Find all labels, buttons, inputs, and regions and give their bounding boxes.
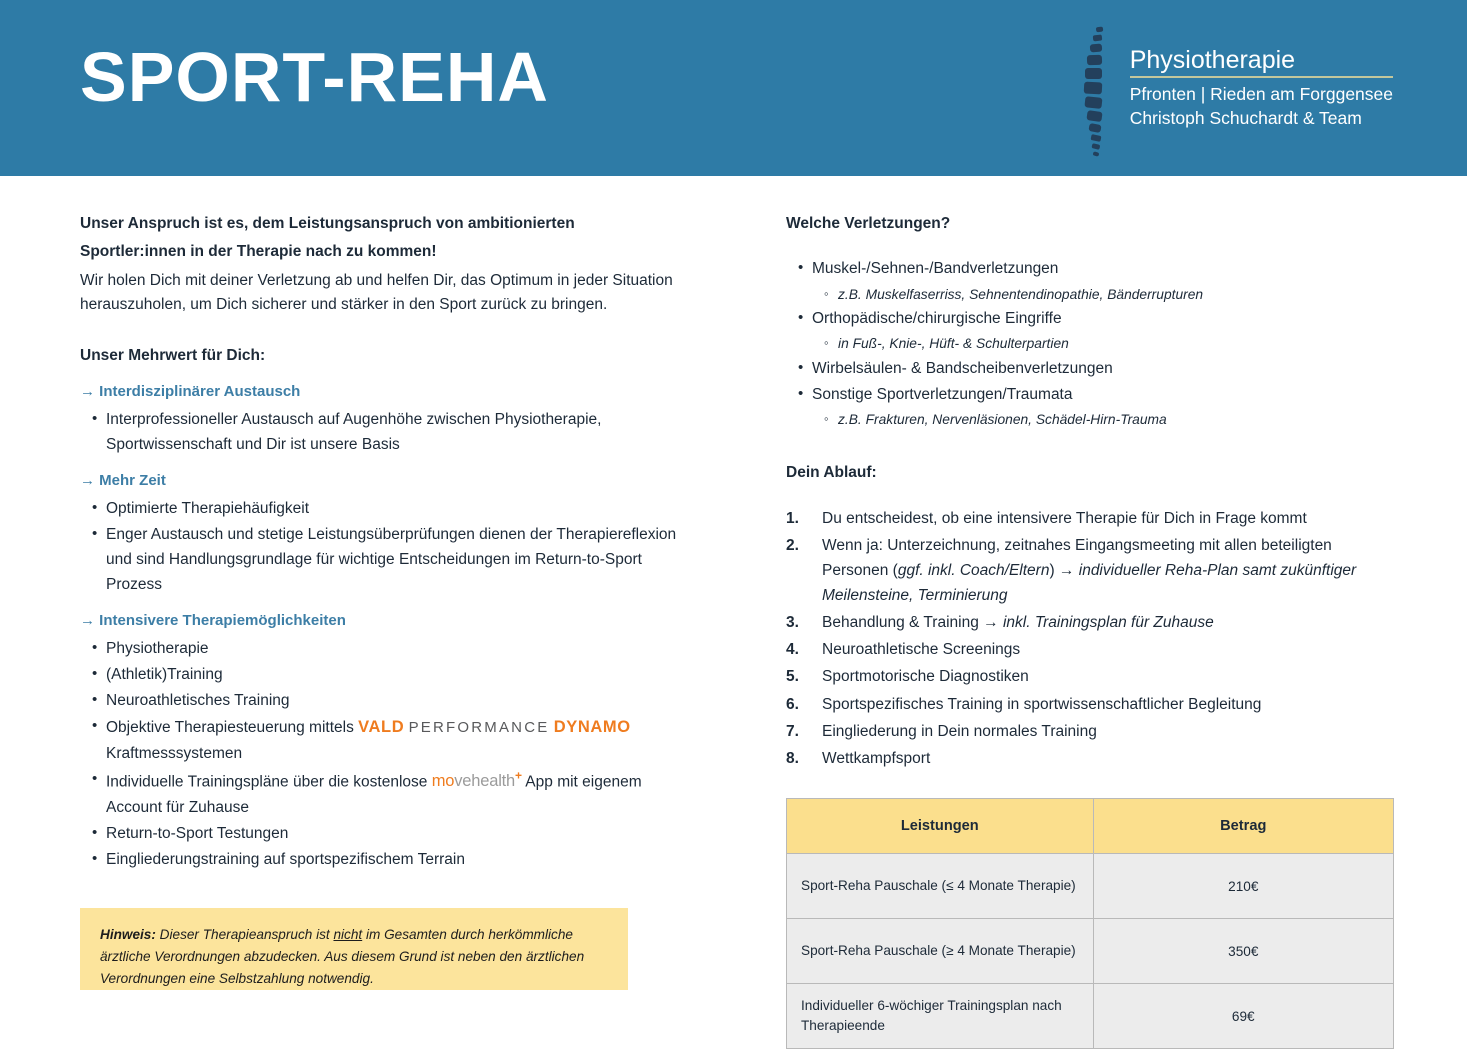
table-row: Sport-Reha Pauschale (≤ 4 Monate Therapi… — [786, 853, 1395, 919]
hinweis-text-before: Dieser Therapieanspruch ist — [155, 927, 334, 942]
group-list-intensivere-therapiemoeglichkeiten: Physiotherapie (Athletik)Training Neuroa… — [80, 636, 680, 873]
column-header-leistungen: Leistungen — [786, 798, 1094, 854]
injuries-list: Muskel-/Sehnen-/Bandverletzungen z.B. Mu… — [786, 256, 1401, 431]
step-item: Wenn ja: Unterzeichnung, zeitnahes Einga… — [786, 533, 1401, 608]
group-list-mehr-zeit: Optimierte Therapiehäufigkeit Enger Aust… — [80, 496, 680, 597]
spacer — [786, 773, 1401, 799]
list-subitem: z.B. Frakturen, Nervenläsionen, Schädel-… — [824, 408, 1401, 431]
list-item-vald: Objektive Therapiesteuerung mittels VALD… — [92, 714, 680, 766]
list-subitem: z.B. Muskelfaserriss, Sehnentendinopathi… — [824, 283, 1401, 306]
ablauf-heading: Dein Ablauf: — [786, 464, 877, 482]
logo-title: Physiotherapie — [1129, 46, 1296, 74]
practice-logo: Physiotherapie Pfronten | Rieden am Forg… — [1076, 25, 1393, 157]
hinweis-label: Hinweis: — [100, 927, 156, 942]
list-subitem: in Fuß-, Knie-, Hüft- & Schulterpartien — [824, 332, 1401, 355]
ablauf-steps-list: Du entscheidest, ob eine intensivere The… — [786, 506, 1401, 771]
step-item: Behandlung & Training → inkl. Trainingsp… — [786, 610, 1401, 635]
step-item: Sportmotorische Diagnostiken — [786, 664, 1029, 689]
injuries-heading: Welche Verletzungen? — [786, 215, 951, 232]
spacer — [786, 490, 1401, 506]
hinweis-underlined: nicht — [333, 927, 363, 942]
cell-betrag: 69€ — [1092, 983, 1395, 1049]
step-item: Du entscheidest, ob eine intensivere The… — [786, 506, 1307, 531]
spacer — [80, 318, 680, 344]
mehrwert-heading: Unser Mehrwert für Dich: — [80, 346, 266, 364]
movehealth-item-suffix: App mit eigenem Account für Zuhause — [106, 773, 642, 816]
step-item: Eingliederung in Dein normales Training — [786, 719, 1097, 744]
list-item: Physiotherapie — [92, 636, 680, 661]
list-item: Optimierte Therapiehäufigkeit — [92, 496, 680, 521]
vald-item-prefix: Objektive Therapiesteuerung mittels — [106, 718, 359, 736]
cell-leistung: Sport-Reha Pauschale (≥ 4 Monate Therapi… — [786, 918, 1094, 984]
logo-owner: Christoph Schuchardt & Team — [1129, 107, 1362, 128]
table-row: Individueller 6-wöchiger Trainingsplan n… — [786, 983, 1395, 1049]
hinweis-note-box: Hinweis: Dieser Therapieanspruch ist nic… — [80, 908, 628, 990]
step-italic: ggf. inkl. Coach/Eltern — [897, 561, 1050, 579]
table-row: Sport-Reha Pauschale (≥ 4 Monate Therapi… — [786, 918, 1395, 984]
hinweis-note-text: Hinweis: Dieser Therapieanspruch ist nic… — [100, 924, 608, 990]
list-item: (Athletik)Training — [92, 662, 680, 687]
vald-performance-brand: PERFORMANCE — [408, 718, 550, 736]
price-table: Leistungen Betrag Sport-Reha Pauschale (… — [786, 798, 1395, 1049]
group-heading-interdisziplinaerer-austausch: → Interdisziplinärer Austausch — [80, 383, 301, 401]
header-banner: SPORT-REHA Physiotherapie Pfronten | R — [0, 0, 1467, 176]
list-item: Neuroathletisches Training — [92, 688, 680, 713]
movehealth-brand-vehealth: vehealth — [454, 772, 516, 791]
spine-icon — [1083, 26, 1103, 157]
movehealth-brand: movehealth+ — [431, 768, 522, 791]
list-item: Return-to-Sport Testungen — [92, 821, 680, 846]
vald-item-suffix: Kraftmesssystemen — [106, 744, 243, 762]
column-header-betrag: Betrag — [1092, 798, 1395, 854]
right-column: Welche Verletzungen? Muskel-/Sehnen-/Ban… — [786, 212, 1401, 827]
logo-divider — [1129, 76, 1393, 79]
intro-heading-line2: Sportler:innen in der Therapie nach zu k… — [80, 243, 437, 261]
cell-betrag: 210€ — [1092, 853, 1395, 919]
step-item: Wettkampfsport — [786, 746, 931, 771]
movehealth-brand-mo: mo — [431, 772, 455, 791]
intro-paragraph: Wir holen Dich mit deiner Verletzung ab … — [80, 271, 673, 314]
cell-leistung: Sport-Reha Pauschale (≤ 4 Monate Therapi… — [786, 853, 1094, 919]
cell-betrag: 350€ — [1092, 918, 1395, 984]
group-heading-mehr-zeit: → Mehr Zeit — [80, 472, 166, 490]
table-header-row: Leistungen Betrag — [786, 798, 1395, 854]
list-item: Enger Austausch und stetige Leistungsübe… — [92, 522, 680, 597]
list-item: Orthopädische/chirurgische Eingriffe — [798, 306, 1401, 331]
movehealth-item-prefix: Individuelle Trainingspläne über die kos… — [106, 773, 432, 791]
step-italic: inkl. Trainingsplan für Zuhause — [1002, 614, 1214, 632]
step-item: Sportspezifisches Training in sportwisse… — [786, 692, 1262, 717]
page-title: SPORT-REHA — [80, 38, 549, 116]
vald-dynamo-brand: DYNAMO — [553, 717, 631, 736]
step-mid: ) → — [1049, 561, 1079, 579]
left-column: Unser Anspruch ist es, dem Leistungsansp… — [80, 212, 680, 873]
list-item: Eingliederungstraining auf sportspezifis… — [92, 847, 680, 872]
step-text: Behandlung & Training → — [822, 614, 1003, 632]
list-item-movehealth: Individuelle Trainingspläne über die kos… — [92, 767, 680, 820]
injuries-sublist: z.B. Frakturen, Nervenläsionen, Schädel-… — [812, 408, 1401, 431]
spacer — [786, 240, 1401, 256]
cell-leistung: Individueller 6-wöchiger Trainingsplan n… — [786, 983, 1094, 1049]
step-italic-2: individueller Reha-Plan samt zukünftiger… — [822, 561, 1357, 605]
list-item: Interprofessioneller Austausch auf Augen… — [92, 407, 680, 457]
spacer — [786, 431, 1401, 461]
hinweis-text-after: im Gesamten durch herkömmliche ärztliche… — [100, 927, 585, 987]
injuries-sublist: in Fuß-, Knie-, Hüft- & Schulterpartien — [812, 332, 1401, 355]
list-item: Muskel-/Sehnen-/Bandverletzungen — [798, 256, 1401, 281]
group-heading-intensivere-therapiemoeglichkeiten: → Intensivere Therapiemöglichkeiten — [80, 612, 346, 630]
step-text: Wenn ja: Unterzeichnung, zeitnahes Einga… — [822, 536, 1332, 579]
step-item: Neuroathletische Screenings — [786, 637, 1021, 662]
movehealth-brand-plus: + — [515, 768, 522, 783]
logo-locations: Pfronten | Rieden am Forggensee — [1129, 84, 1393, 105]
list-item: Wirbelsäulen- & Bandscheibenverletzungen — [798, 356, 1401, 381]
list-item: Sonstige Sportverletzungen/Traumata — [798, 382, 1401, 407]
group-list-interdisziplinaerer-austausch: Interprofessioneller Austausch auf Augen… — [80, 407, 680, 457]
vald-brand: VALD — [358, 717, 405, 736]
intro-heading-line1: Unser Anspruch ist es, dem Leistungsansp… — [80, 215, 575, 232]
injuries-sublist: z.B. Muskelfaserriss, Sehnentendinopathi… — [812, 283, 1401, 306]
